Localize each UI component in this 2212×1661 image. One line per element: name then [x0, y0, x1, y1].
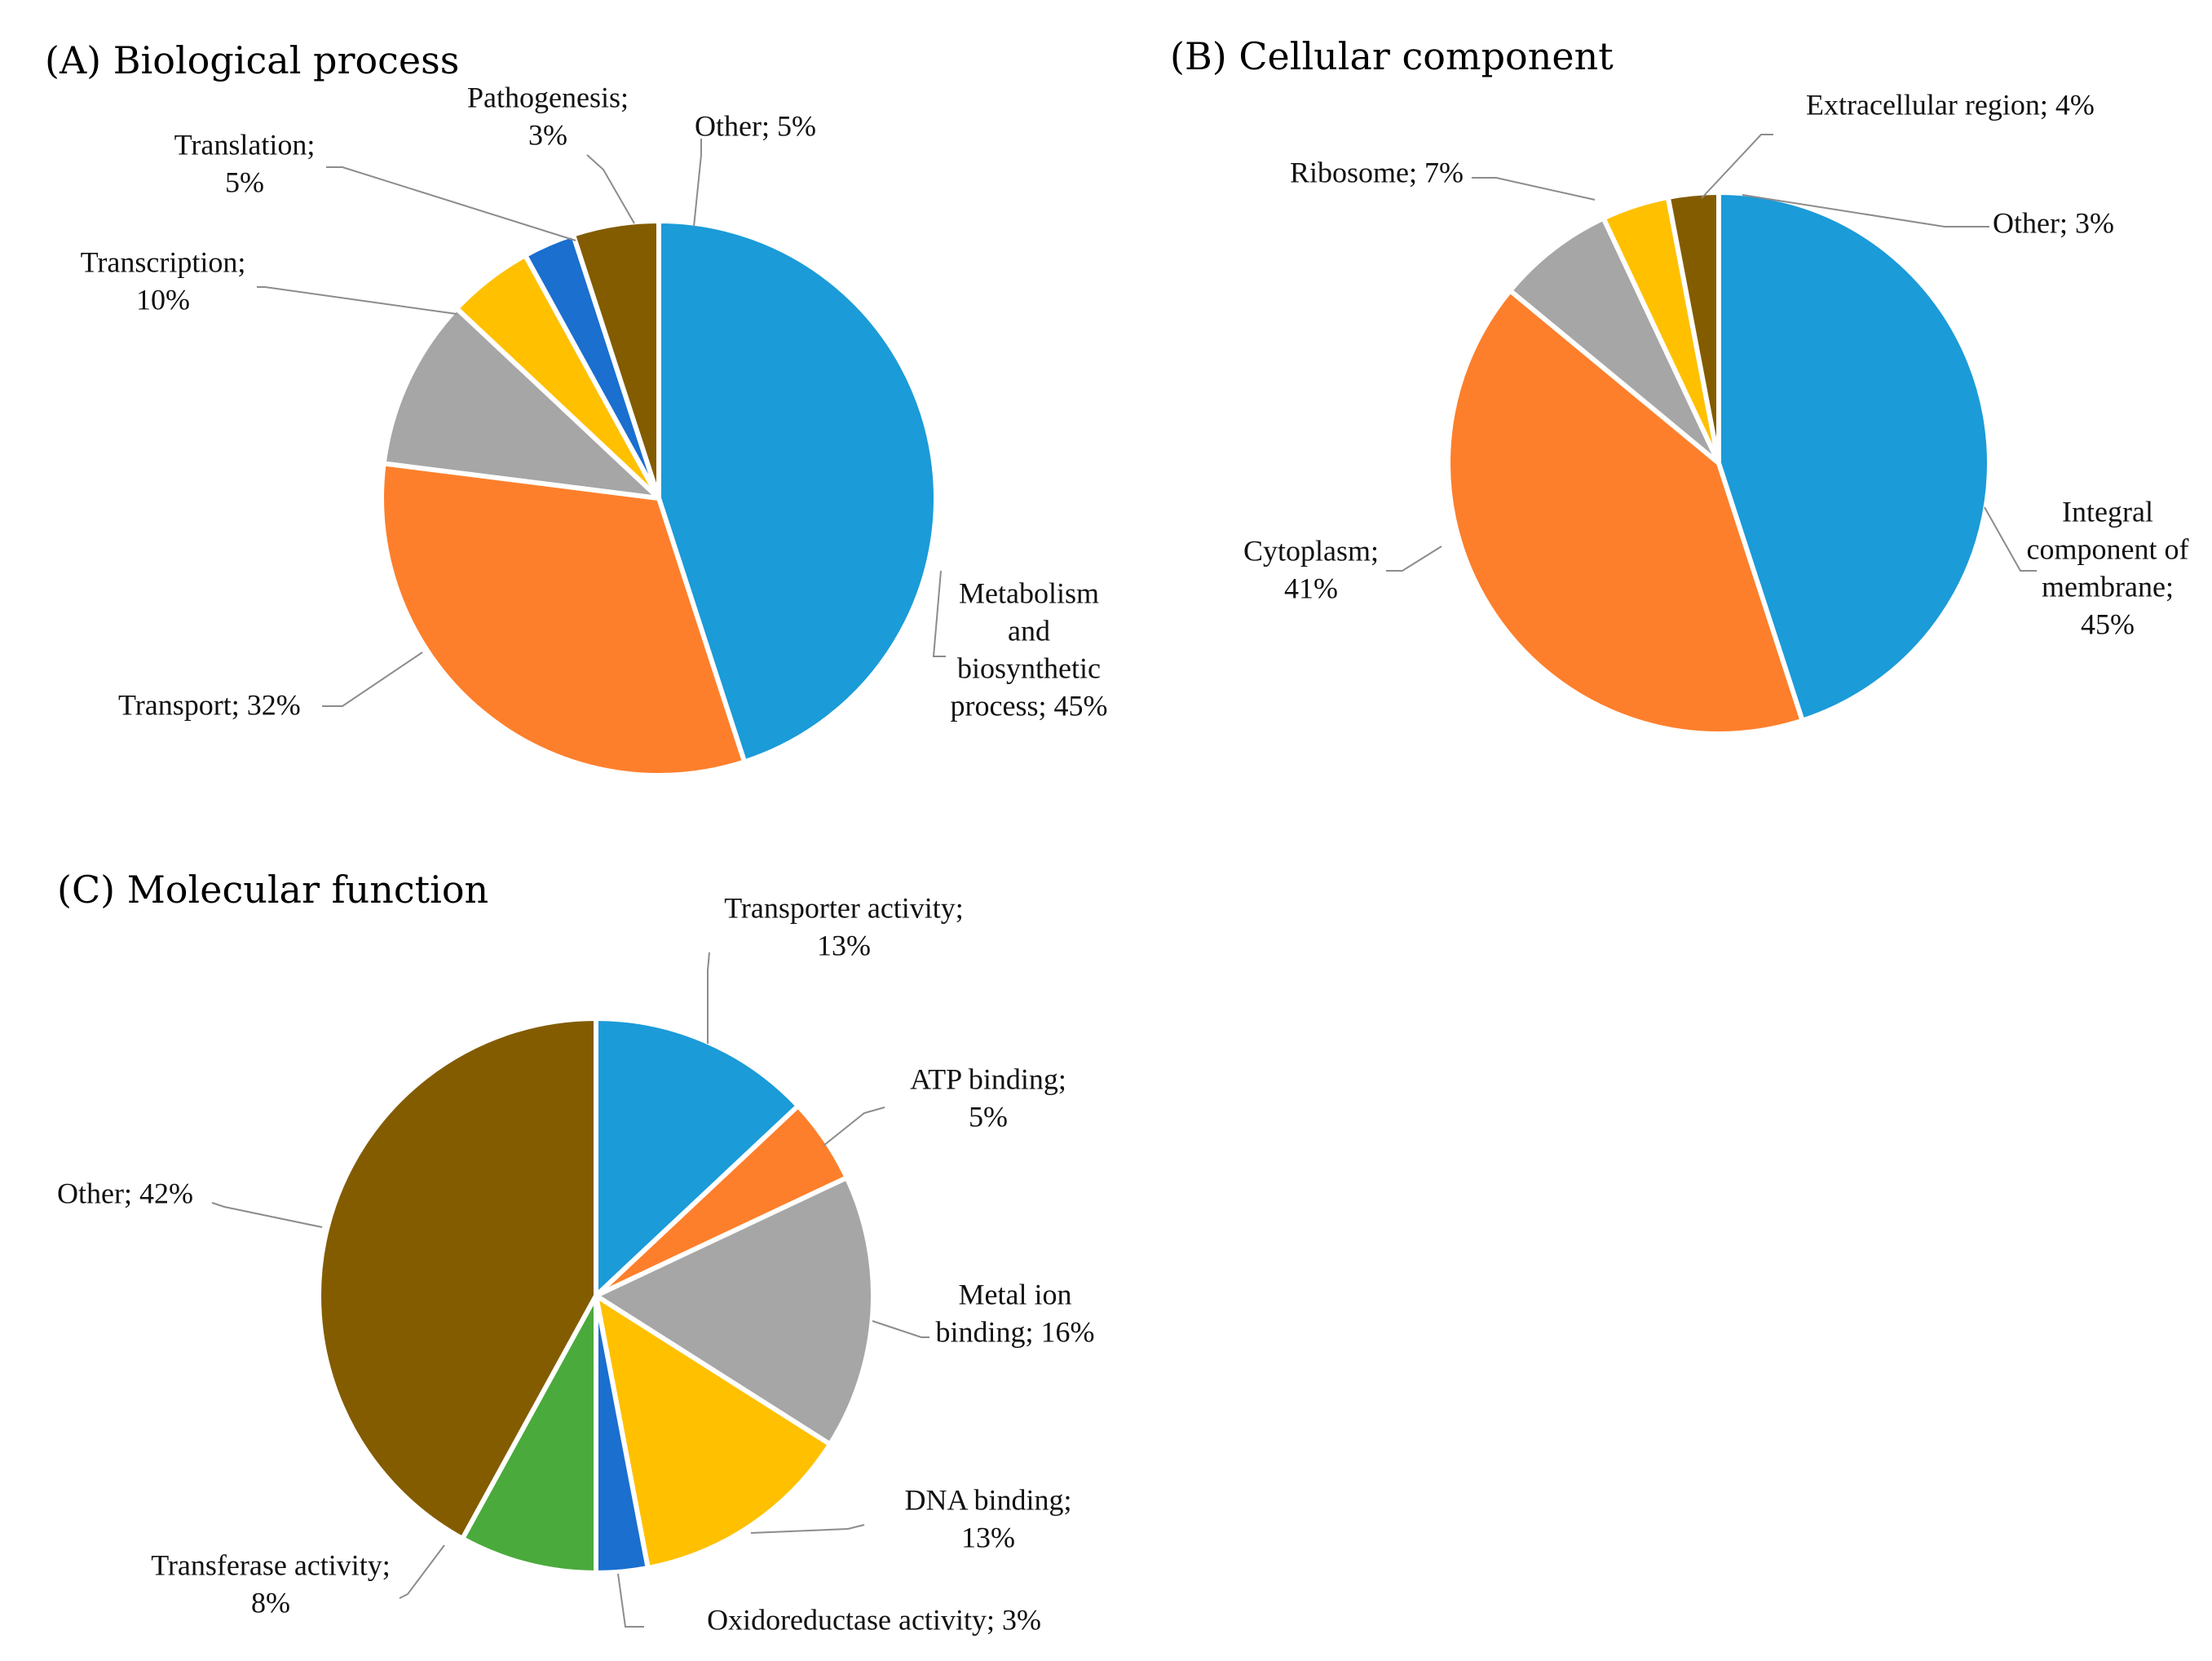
leader-line-other — [211, 1202, 323, 1228]
pie-slices — [316, 1016, 876, 1575]
pie-slices — [379, 219, 939, 779]
data-label: 5% — [969, 1100, 1008, 1133]
pie-slice-transferase-activity — [460, 1293, 598, 1575]
data-label: Extracellular region; 4% — [1806, 88, 2095, 121]
data-label: Ribosome; 7% — [1290, 156, 1464, 188]
leader-line-atp-binding — [823, 1107, 885, 1146]
slice-label-dna-binding: DNA binding; 13% — [904, 1483, 1071, 1553]
data-label: Cytoplasm; — [1243, 534, 1379, 567]
pie-slice-other — [1665, 190, 1721, 466]
pie-slice-dna-binding — [594, 1293, 833, 1570]
slice-label-extracellular-region: Extracellular region; 4% — [1806, 88, 2095, 121]
leader-line-oxidoreductase-activity — [617, 1573, 644, 1628]
leader-line-dna-binding — [750, 1524, 865, 1534]
data-label: Transferase activity; — [151, 1548, 391, 1581]
data-label: Other; 3% — [1993, 206, 2114, 239]
data-label: and — [1008, 614, 1050, 647]
leader-lines — [1386, 134, 2037, 572]
slice-labels: Transporter activity; 13% ATP binding; 5% Me… — [57, 891, 1095, 1636]
data-label: 45% — [2081, 607, 2135, 640]
slice-label-transport: Transport; 32% — [118, 688, 301, 721]
slice-label-oxidoreductase-activity: Oxidoreductase activity; 3% — [707, 1603, 1041, 1636]
slice-label-pathogenesis: Pathogenesis; 3% — [467, 81, 629, 151]
leader-line-transporter-activity — [707, 952, 710, 1044]
leader-lines — [211, 952, 929, 1628]
pie-slices — [1446, 190, 1992, 736]
leader-line-transcription — [257, 286, 457, 315]
slice-labels: Metabolism and biosynthetic process; 45% Tra… — [81, 81, 1108, 722]
data-label: biosynthetic — [957, 652, 1101, 684]
slice-label-atp-binding: ATP binding; 5% — [910, 1062, 1066, 1133]
slice-label-ribosome: Ribosome; 7% — [1290, 156, 1464, 188]
data-label: Oxidoreductase activity; 3% — [707, 1603, 1041, 1636]
data-label: Other; 42% — [57, 1177, 193, 1209]
data-label: membrane; — [2042, 570, 2174, 603]
slice-label-translation: Translation; 5% — [174, 128, 316, 198]
data-label: 3% — [528, 118, 567, 151]
slice-label-transporter-activity: Transporter activity; 13% — [724, 891, 964, 961]
data-label: 8% — [251, 1586, 290, 1619]
slice-label-metabolism-and-biosynthetic-process: Metabolism and biosynthetic process; 45% — [951, 576, 1108, 722]
data-label: Transport; 32% — [118, 688, 301, 721]
data-label: process; 45% — [951, 689, 1108, 722]
panel-cellular-component: (B) Cellular component Integral component … — [1170, 34, 2188, 736]
panel-molecular-function: (C) Molecular function Transporter activi… — [57, 868, 1095, 1636]
pie-slice-other — [316, 1016, 598, 1541]
leader-line-translation — [326, 166, 576, 241]
slice-label-metal-ion-binding: Metal ion binding; 16% — [936, 1278, 1095, 1348]
leader-line-other — [1742, 194, 1989, 228]
data-label: Metabolism — [959, 576, 1099, 609]
data-label: DNA binding; — [904, 1483, 1071, 1516]
data-label: 10% — [136, 283, 190, 316]
pie-slice-other — [570, 219, 661, 501]
leader-line-other — [693, 139, 702, 228]
leader-lines — [257, 139, 946, 707]
slice-label-other: Other; 5% — [695, 109, 816, 142]
data-label: 41% — [1284, 572, 1338, 604]
chart-title: (C) Molecular function — [57, 868, 488, 912]
leader-line-transferase-activity — [399, 1544, 445, 1599]
data-label: component of — [2027, 532, 2189, 565]
pie-slice-transcription — [381, 306, 661, 501]
chart-title: (B) Cellular component — [1170, 34, 1614, 78]
pie-slice-transporter-activity — [594, 1016, 801, 1298]
leader-line-metabolism-and-biosynthetic-process — [932, 570, 946, 657]
data-label: ATP binding; — [910, 1062, 1066, 1095]
slice-labels: Integral component of membrane; 45% Cytoplas… — [1243, 88, 2188, 640]
leader-line-integral-component-of-membrane — [1984, 506, 2037, 572]
leader-line-pathogenesis — [586, 154, 635, 224]
data-label: 5% — [225, 166, 264, 198]
slice-label-integral-component-of-membrane: Integral component of membrane; 45% — [2027, 495, 2189, 640]
pie-slice-cytoplasm — [1446, 288, 1805, 736]
data-label: Transporter activity; — [724, 891, 964, 924]
data-label: Translation; — [174, 128, 316, 161]
data-label: 13% — [961, 1521, 1015, 1553]
data-label: Pathogenesis; — [467, 81, 629, 113]
pie-slice-integral-component-of-membrane — [1716, 190, 1992, 723]
leader-line-cytoplasm — [1386, 546, 1442, 572]
slice-label-other: Other; 42% — [57, 1177, 193, 1209]
leader-line-ribosome — [1472, 177, 1596, 201]
leader-line-transport — [322, 652, 423, 707]
panel-biological-process: (A) Biological process Metabolism and biosy… — [45, 38, 1108, 779]
pie-slice-metabolism-and-biosynthetic-process — [656, 219, 939, 765]
chart-title: (A) Biological process — [45, 38, 459, 82]
pie-slice-transport — [379, 461, 748, 779]
data-label: 13% — [817, 929, 871, 961]
data-label: Integral — [2062, 495, 2153, 528]
leader-line-metal-ion-binding — [872, 1320, 929, 1338]
data-label: Metal ion — [959, 1278, 1072, 1310]
slice-label-transcription: Transcription; 10% — [81, 245, 246, 316]
pie-slice-ribosome — [1508, 215, 1721, 466]
data-label: Transcription; — [81, 245, 246, 278]
slice-label-cytoplasm: Cytoplasm; 41% — [1243, 534, 1379, 604]
data-label: binding; 16% — [936, 1315, 1095, 1348]
leader-line-extracellular-region — [1701, 134, 1773, 199]
slice-label-transferase-activity: Transferase activity; 8% — [151, 1548, 391, 1619]
data-label: Other; 5% — [695, 109, 816, 142]
slice-label-other: Other; 3% — [1993, 206, 2114, 239]
pie-slice-metal-ion-binding — [594, 1175, 876, 1447]
